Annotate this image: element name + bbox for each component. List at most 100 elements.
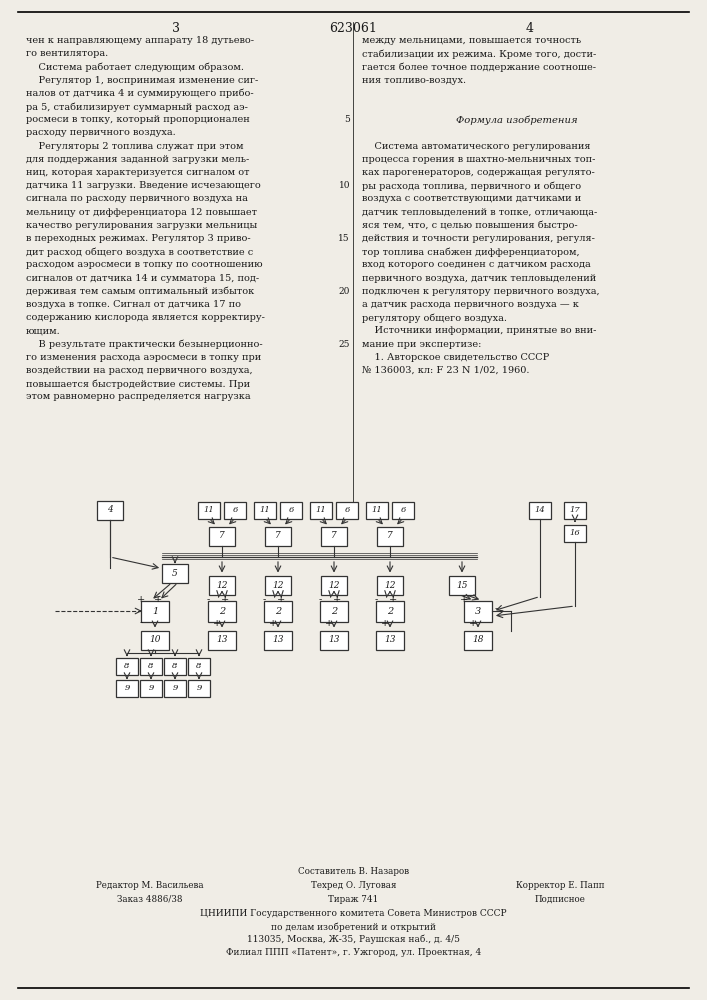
Text: +: + [213,618,221,628]
Text: ЦНИИПИ Государственного комитета Совета Министров СССР: ЦНИИПИ Государственного комитета Совета … [200,909,507,918]
Text: для поддержания заданной загрузки мель-: для поддержания заданной загрузки мель- [26,155,250,164]
Text: 25: 25 [339,340,350,349]
Text: в переходных режимах. Регулятор 3 приво-: в переходных режимах. Регулятор 3 приво- [26,234,250,243]
Text: 2: 2 [275,606,281,615]
Text: стабилизации их режима. Кроме того, дости-: стабилизации их режима. Кроме того, дост… [362,49,596,59]
FancyBboxPatch shape [162,564,188,582]
Text: 9: 9 [124,684,129,692]
Text: расходу первичного воздуха.: расходу первичного воздуха. [26,128,176,137]
Text: 1: 1 [152,606,158,615]
Text: 15: 15 [339,234,350,243]
Text: 7: 7 [275,532,281,540]
FancyBboxPatch shape [141,631,169,650]
Text: Регулятор 1, воспринимая изменение сиг-: Регулятор 1, воспринимая изменение сиг- [26,76,258,85]
FancyBboxPatch shape [140,658,162,674]
Text: 12: 12 [272,580,284,589]
Text: 13: 13 [272,636,284,645]
Text: +: + [269,618,277,628]
Text: 13: 13 [216,636,228,645]
Text: Источники информации, принятые во вни-: Источники информации, принятые во вни- [362,326,597,335]
FancyBboxPatch shape [336,502,358,518]
Text: сигналов от датчика 14 и сумматора 15, под-: сигналов от датчика 14 и сумматора 15, п… [26,274,259,283]
Text: между мельницами, повышается точность: между мельницами, повышается точность [362,36,581,45]
Text: Составитель В. Назаров: Составитель В. Назаров [298,867,409,876]
Text: +: + [277,595,285,604]
Text: 113035, Москва, Ж-35, Раушская наб., д. 4/5: 113035, Москва, Ж-35, Раушская наб., д. … [247,935,460,944]
Text: 18: 18 [472,636,484,645]
Text: по делам изобретений и открытий: по делам изобретений и открытий [271,922,436,932]
FancyBboxPatch shape [377,526,403,546]
Text: Заказ 4886/38: Заказ 4886/38 [117,895,182,904]
Text: 623061: 623061 [329,22,378,35]
Text: го изменения расхода аэросмеси в топку при: го изменения расхода аэросмеси в топку п… [26,353,262,362]
FancyBboxPatch shape [208,600,236,621]
Text: -: - [494,604,498,613]
FancyBboxPatch shape [209,576,235,594]
FancyBboxPatch shape [116,658,138,674]
Text: 4: 4 [526,22,534,35]
Text: датчика 11 загрузки. Введение исчезающего: датчика 11 загрузки. Введение исчезающег… [26,181,261,190]
Text: 10: 10 [149,636,160,645]
FancyBboxPatch shape [209,526,235,546]
Text: 8: 8 [197,662,201,670]
Text: 14: 14 [534,506,545,514]
Text: 17: 17 [570,506,580,514]
Text: 9: 9 [173,684,177,692]
Text: мание при экспертизе:: мание при экспертизе: [362,340,481,349]
Text: 2: 2 [387,606,393,615]
FancyBboxPatch shape [265,576,291,594]
Text: тор топлива снабжен дифференциатором,: тор топлива снабжен дифференциатором, [362,247,580,257]
Text: 10: 10 [339,181,350,190]
Text: +: + [469,618,477,628]
FancyBboxPatch shape [264,600,292,621]
Text: первичного воздуха, датчик тепловыделений: первичного воздуха, датчик тепловыделени… [362,274,596,283]
FancyBboxPatch shape [564,524,586,542]
Text: процесса горения в шахтно-мельничных топ-: процесса горения в шахтно-мельничных топ… [362,155,595,164]
FancyBboxPatch shape [280,502,302,518]
Text: 1. Авторское свидетельство СССР: 1. Авторское свидетельство СССР [362,353,549,362]
FancyBboxPatch shape [321,526,347,546]
FancyBboxPatch shape [97,500,123,520]
Text: 8: 8 [148,662,153,670]
FancyBboxPatch shape [376,631,404,650]
FancyBboxPatch shape [392,502,414,518]
Text: ках парогенераторов, содержащая регулято-: ках парогенераторов, содержащая регулято… [362,168,595,177]
Text: а датчик расхода первичного воздуха — к: а датчик расхода первичного воздуха — к [362,300,579,309]
Text: Редактор М. Васильева: Редактор М. Васильева [96,881,204,890]
Text: 15: 15 [456,580,468,589]
Text: -: - [206,595,209,604]
Text: Подписное: Подписное [534,895,585,904]
Text: содержанию кислорода является корректиру-: содержанию кислорода является корректиру… [26,313,265,322]
Text: 12: 12 [216,580,228,589]
Text: +: + [381,618,389,628]
Text: подключен к регулятору первичного воздуха,: подключен к регулятору первичного воздух… [362,287,600,296]
Text: № 136003, кл: F 23 N 1/02, 1960.: № 136003, кл: F 23 N 1/02, 1960. [362,366,530,375]
Text: Техред О. Луговая: Техред О. Луговая [311,881,396,890]
Text: 11: 11 [372,506,382,514]
Text: датчик тепловыделений в топке, отличающа-: датчик тепловыделений в топке, отличающа… [362,208,597,217]
Text: 16: 16 [570,529,580,537]
Text: повышается быстродействие системы. При: повышается быстродействие системы. При [26,379,250,389]
FancyBboxPatch shape [265,526,291,546]
Text: 9: 9 [148,684,153,692]
Text: +: + [137,595,145,604]
Text: 5: 5 [172,568,178,578]
FancyBboxPatch shape [254,502,276,518]
Text: воздуха с соответствующими датчиками и: воздуха с соответствующими датчиками и [362,194,581,203]
Text: 5: 5 [344,115,350,124]
Text: 3: 3 [172,22,180,35]
Text: 3: 3 [475,606,481,615]
Text: Формула изобретения: Формула изобретения [456,115,578,125]
Text: 7: 7 [331,532,337,540]
Text: Система работает следующим образом.: Система работает следующим образом. [26,62,244,72]
Text: ры расхода топлива, первичного и общего: ры расхода топлива, первичного и общего [362,181,581,191]
FancyBboxPatch shape [564,502,586,518]
Text: го вентилятора.: го вентилятора. [26,49,108,58]
Text: 12: 12 [328,580,340,589]
Text: ра 5, стабилизирует суммарный расход аэ-: ра 5, стабилизирует суммарный расход аэ- [26,102,248,111]
Text: держивая тем самым оптимальный избыток: держивая тем самым оптимальный избыток [26,287,255,296]
Text: 12: 12 [384,580,396,589]
Text: 11: 11 [204,506,214,514]
Text: налов от датчика 4 и суммирующего прибо-: налов от датчика 4 и суммирующего прибо- [26,89,254,98]
Text: Регуляторы 2 топлива служат при этом: Регуляторы 2 топлива служат при этом [26,142,243,151]
